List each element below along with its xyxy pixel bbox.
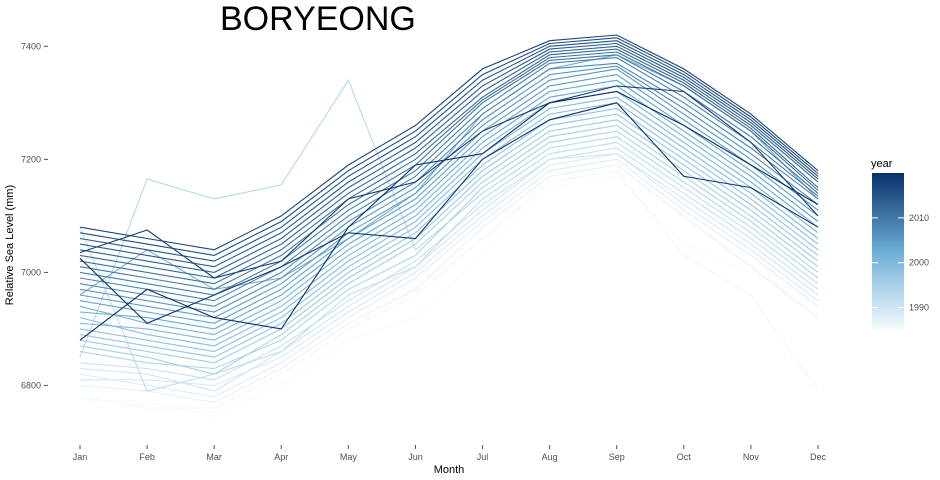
series-line-1985 xyxy=(79,175,819,418)
x-tick-label: May xyxy=(340,452,358,462)
series-line-2012 xyxy=(79,48,819,279)
legend-colorbar xyxy=(872,173,904,330)
x-axis-label: Month xyxy=(434,464,465,476)
series-line-2020 xyxy=(79,90,819,341)
legend-title: year xyxy=(871,158,893,170)
y-tick-label: 6800 xyxy=(21,380,41,390)
series-line-2017 xyxy=(79,34,819,251)
y-tick-label: 7200 xyxy=(21,154,41,164)
series-line-1992 xyxy=(79,141,819,392)
x-tick-label: Mar xyxy=(206,452,222,462)
series-line-1989 xyxy=(80,153,819,386)
series-line-1994 xyxy=(79,130,819,370)
x-axis: Jan Feb Mar Apr May Jun Jul Aug Sep Oct Nov Dec xyxy=(73,445,827,462)
series-line-2019 xyxy=(79,102,819,324)
series-line-2009 xyxy=(79,57,819,296)
series-line-2008 xyxy=(79,62,819,302)
series-line-2014 xyxy=(79,42,819,268)
chart-title: BORYEONG xyxy=(220,0,416,38)
x-tick-label: Jun xyxy=(408,452,423,462)
x-tick-label: Sep xyxy=(609,452,625,462)
legend-tick-label: 2010 xyxy=(909,213,929,223)
x-tick-label: Aug xyxy=(542,452,558,462)
series-line-2001 xyxy=(79,90,819,336)
x-tick-label: Dec xyxy=(810,452,827,462)
series-line-2007 xyxy=(79,65,819,307)
series-line-1993 xyxy=(79,78,819,358)
series-line-1987 xyxy=(79,164,819,403)
series-line-2016 xyxy=(79,37,819,256)
series-line-1991 xyxy=(79,147,819,381)
series-line-2018 xyxy=(79,85,819,279)
x-tick-label: Jul xyxy=(477,452,489,462)
y-tick-label: 7000 xyxy=(21,267,41,277)
legend-ticks: 1990 2000 2010 xyxy=(872,213,929,313)
x-tick-label: Feb xyxy=(139,452,155,462)
y-axis-label: Relative Sea Level (mm) xyxy=(4,185,16,305)
x-tick-label: Jan xyxy=(73,452,88,462)
y-axis: 6800 7000 7200 7400 xyxy=(21,41,48,390)
series-line-2004 xyxy=(79,79,819,324)
legend-tick-label: 1990 xyxy=(909,303,929,313)
legend: year 1990 2000 2010 xyxy=(871,158,929,330)
x-tick-label: Nov xyxy=(743,452,760,462)
series-lines xyxy=(79,34,819,418)
series-line-1988 xyxy=(79,158,819,398)
series-line-1996 xyxy=(79,119,819,364)
series-line-1998 xyxy=(79,107,819,353)
series-line-1999 xyxy=(79,102,819,347)
series-line-2010 xyxy=(79,54,819,290)
legend-tick-label: 2000 xyxy=(909,258,929,268)
series-line-1997 xyxy=(79,113,819,358)
x-tick-label: Oct xyxy=(677,452,692,462)
series-line-2005 xyxy=(79,74,819,319)
y-tick-label: 7400 xyxy=(21,41,41,51)
series-line-2000 xyxy=(79,96,819,341)
series-line-1986 xyxy=(79,170,819,409)
series-line-1990 xyxy=(79,153,819,392)
series-line-2003 xyxy=(79,85,819,330)
x-tick-label: Apr xyxy=(274,452,288,462)
series-line-2011 xyxy=(79,51,819,285)
series-line-2015 xyxy=(79,40,819,262)
